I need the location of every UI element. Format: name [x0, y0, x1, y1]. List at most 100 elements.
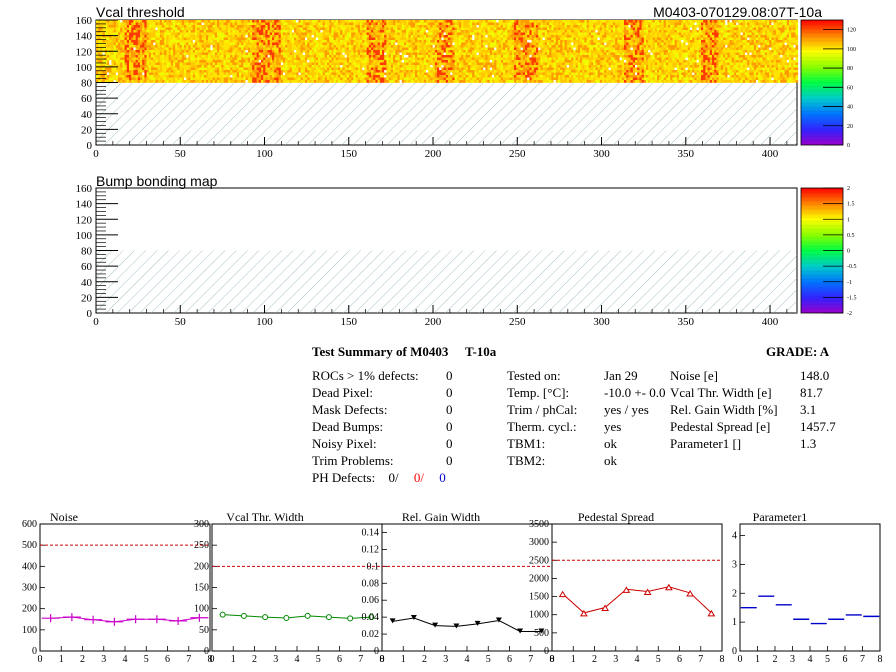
map-cell: [208, 77, 211, 81]
map-cell: [142, 37, 145, 41]
map-cell: [173, 42, 176, 46]
map-cell: [155, 32, 158, 36]
map-cell: [415, 30, 418, 33]
map-cell: [170, 65, 174, 68]
map-cell: [230, 77, 233, 81]
map-cell: [316, 65, 319, 68]
map-cell: [166, 50, 169, 53]
map-cell: [349, 35, 352, 38]
map-cell: [421, 47, 425, 51]
map-cell: [428, 52, 431, 56]
map-cell: [320, 42, 323, 46]
map-cell: [250, 47, 253, 51]
map-cell: [426, 70, 429, 73]
map-cell: [357, 40, 361, 43]
map-cell: [133, 62, 136, 66]
map-cell: [338, 77, 341, 81]
map-cell: [179, 77, 183, 81]
map-cell: [441, 32, 444, 36]
map-cell: [514, 45, 517, 48]
map-cell: [366, 50, 370, 53]
map-cell: [208, 42, 211, 46]
map-cell: [170, 32, 174, 36]
map-cell: [250, 72, 253, 76]
map-cell: [386, 35, 389, 38]
map-cell: [201, 67, 205, 71]
map-cell: [333, 22, 337, 26]
map-cell: [192, 42, 196, 46]
map-cell: [448, 52, 451, 56]
map-cell: [514, 52, 517, 56]
map-cell: [498, 20, 502, 23]
map-cell: [135, 62, 139, 66]
map-cell: [511, 80, 515, 83]
map-cell: [514, 60, 517, 63]
map-cell: [423, 50, 427, 53]
map-cell: [434, 42, 438, 46]
map-cell: [221, 47, 224, 51]
map-cell: [283, 65, 286, 68]
map-cell: [133, 70, 136, 73]
map-cell: [203, 30, 207, 33]
map-cell: [225, 65, 229, 68]
map-cell: [192, 25, 196, 28]
map-cell: [463, 72, 466, 76]
map-cell: [432, 47, 436, 51]
map-cell: [516, 80, 519, 83]
map-cell: [113, 42, 117, 46]
map-cell: [195, 30, 198, 33]
map-cell: [269, 55, 273, 58]
map-cell: [386, 30, 389, 33]
map-cell: [375, 45, 378, 48]
map-cell: [492, 77, 495, 81]
map-cell: [406, 72, 409, 76]
map-cell: [280, 45, 284, 48]
map-cell: [239, 80, 242, 83]
map-cell: [263, 57, 266, 61]
map-cell: [113, 32, 117, 36]
map-cell: [269, 77, 273, 81]
map-cell: [349, 65, 352, 68]
map-cell: [525, 27, 528, 31]
map-cell: [298, 22, 301, 26]
map-cell: [507, 40, 510, 43]
map-cell: [258, 35, 262, 38]
map-cell: [496, 42, 499, 46]
map-cell: [195, 70, 198, 73]
map-cell: [357, 25, 361, 28]
map-cell: [430, 40, 433, 43]
map-cell: [371, 50, 374, 53]
map-cell: [274, 22, 277, 26]
map-cell: [382, 37, 385, 41]
map-cell: [206, 20, 209, 23]
map-cell: [514, 47, 517, 51]
map-cell: [514, 40, 517, 43]
map-cell: [197, 60, 200, 63]
map-cell: [124, 72, 128, 76]
map-cell: [485, 42, 488, 46]
map-cell: [254, 75, 257, 78]
map-cell: [384, 47, 387, 51]
map-cell: [305, 32, 308, 36]
map-cell: [531, 52, 535, 56]
map-cell: [441, 55, 444, 58]
map-cell: [505, 50, 508, 53]
map-cell: [522, 80, 526, 83]
map-cell: [318, 62, 321, 66]
map-cell: [360, 22, 363, 26]
map-cell: [373, 42, 376, 46]
map-cell: [434, 37, 438, 41]
map-cell: [272, 70, 275, 73]
map-cell: [382, 55, 385, 58]
map-cell: [445, 40, 449, 43]
map-cell: [225, 57, 229, 61]
map-cell: [430, 80, 433, 83]
map-cell: [529, 50, 532, 53]
map-cell: [430, 62, 433, 66]
map-cell: [500, 67, 504, 71]
map-cell: [148, 65, 152, 68]
map-cell: [296, 35, 299, 38]
map-cell: [254, 32, 257, 36]
map-cell: [148, 77, 152, 81]
map-cell: [159, 60, 163, 63]
